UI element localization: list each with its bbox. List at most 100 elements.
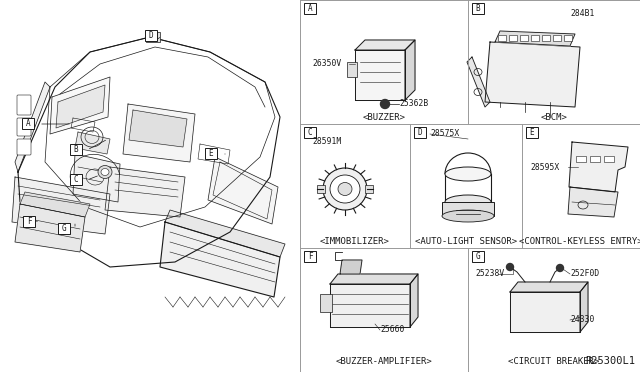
Bar xyxy=(520,35,528,41)
Bar xyxy=(542,35,550,41)
Polygon shape xyxy=(20,192,90,217)
Text: E: E xyxy=(530,128,534,137)
Polygon shape xyxy=(15,82,50,172)
Text: 28591M: 28591M xyxy=(312,138,341,147)
FancyBboxPatch shape xyxy=(70,174,82,185)
Text: <AUTO-LIGHT SENSOR>: <AUTO-LIGHT SENSOR> xyxy=(415,237,517,247)
Polygon shape xyxy=(73,154,120,202)
Text: <CIRCUIT BREAKER>: <CIRCUIT BREAKER> xyxy=(508,357,600,366)
FancyBboxPatch shape xyxy=(70,144,82,155)
Polygon shape xyxy=(208,157,278,224)
Text: 25362B: 25362B xyxy=(399,99,428,109)
Polygon shape xyxy=(467,57,490,107)
Bar xyxy=(564,35,572,41)
FancyBboxPatch shape xyxy=(22,118,34,129)
Bar xyxy=(498,35,506,41)
Text: 26350V: 26350V xyxy=(312,60,341,68)
Polygon shape xyxy=(160,222,280,297)
Bar xyxy=(365,185,373,193)
Ellipse shape xyxy=(101,169,109,176)
FancyBboxPatch shape xyxy=(23,216,35,227)
FancyBboxPatch shape xyxy=(414,127,426,138)
Polygon shape xyxy=(405,40,415,100)
Text: 25238V: 25238V xyxy=(475,269,504,279)
Polygon shape xyxy=(15,204,85,252)
Polygon shape xyxy=(75,132,110,154)
Bar xyxy=(553,35,561,41)
Text: 28595X: 28595X xyxy=(530,163,559,171)
Text: 25660: 25660 xyxy=(380,326,404,334)
Text: <IMMOBILIZER>: <IMMOBILIZER> xyxy=(320,237,390,247)
Text: <BUZZER>: <BUZZER> xyxy=(362,113,406,122)
Bar xyxy=(590,156,600,162)
Ellipse shape xyxy=(98,166,112,179)
Text: A: A xyxy=(26,119,30,128)
Text: <BUZZER-AMPLIFIER>: <BUZZER-AMPLIFIER> xyxy=(335,357,433,366)
Polygon shape xyxy=(569,142,628,192)
Ellipse shape xyxy=(338,183,352,196)
Polygon shape xyxy=(18,37,280,267)
Bar xyxy=(317,185,325,193)
Text: B: B xyxy=(476,4,480,13)
Polygon shape xyxy=(330,274,418,284)
Bar xyxy=(509,35,517,41)
Ellipse shape xyxy=(442,210,494,222)
FancyBboxPatch shape xyxy=(304,127,316,138)
Bar xyxy=(576,156,586,162)
Bar xyxy=(146,32,160,42)
Polygon shape xyxy=(123,104,195,162)
Polygon shape xyxy=(340,260,362,274)
Polygon shape xyxy=(56,85,105,128)
Text: F: F xyxy=(308,252,312,261)
Text: 28575X: 28575X xyxy=(430,129,460,138)
Polygon shape xyxy=(129,110,187,147)
Ellipse shape xyxy=(323,168,367,210)
Ellipse shape xyxy=(445,195,491,209)
Text: D: D xyxy=(418,128,422,137)
FancyBboxPatch shape xyxy=(304,3,316,14)
FancyBboxPatch shape xyxy=(205,148,217,159)
Polygon shape xyxy=(12,177,110,234)
Polygon shape xyxy=(568,187,618,217)
Circle shape xyxy=(557,264,563,272)
Ellipse shape xyxy=(445,167,491,181)
Text: C: C xyxy=(74,175,78,184)
Polygon shape xyxy=(495,31,575,46)
FancyBboxPatch shape xyxy=(145,30,157,41)
Text: <CONTROL-KEYLESS ENTRY>: <CONTROL-KEYLESS ENTRY> xyxy=(519,237,640,247)
Text: A: A xyxy=(308,4,312,13)
Polygon shape xyxy=(410,274,418,327)
Text: E: E xyxy=(209,149,213,158)
Text: C: C xyxy=(308,128,312,137)
FancyBboxPatch shape xyxy=(304,251,316,262)
Text: G: G xyxy=(476,252,480,261)
Text: G: G xyxy=(61,224,67,233)
Circle shape xyxy=(381,99,390,109)
Polygon shape xyxy=(510,282,588,292)
Polygon shape xyxy=(165,210,285,257)
Polygon shape xyxy=(355,40,415,50)
Text: F: F xyxy=(27,217,31,226)
Text: 284B1: 284B1 xyxy=(570,10,595,19)
Bar xyxy=(531,35,539,41)
FancyBboxPatch shape xyxy=(17,139,31,155)
FancyBboxPatch shape xyxy=(472,251,484,262)
Polygon shape xyxy=(510,292,580,332)
Text: D: D xyxy=(148,31,154,40)
Polygon shape xyxy=(330,284,410,327)
Text: B: B xyxy=(74,145,78,154)
Text: <BCM>: <BCM> xyxy=(541,113,568,122)
Text: 252F0D: 252F0D xyxy=(570,269,599,279)
Bar xyxy=(442,202,494,216)
Polygon shape xyxy=(50,77,110,134)
Bar xyxy=(300,0,640,372)
Bar xyxy=(604,156,614,162)
FancyBboxPatch shape xyxy=(58,223,70,234)
Polygon shape xyxy=(485,42,580,107)
Bar xyxy=(320,294,332,312)
FancyBboxPatch shape xyxy=(17,95,31,115)
Circle shape xyxy=(506,263,513,270)
FancyBboxPatch shape xyxy=(17,118,31,136)
FancyBboxPatch shape xyxy=(472,3,484,14)
FancyBboxPatch shape xyxy=(526,127,538,138)
